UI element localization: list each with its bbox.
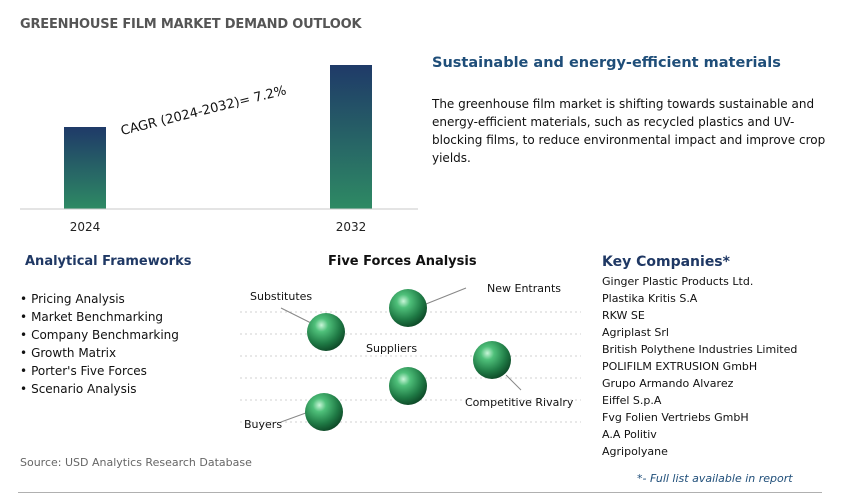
company-item: A.A Politiv: [602, 428, 657, 441]
company-item: Eiffel S.p.A: [602, 394, 662, 407]
framework-item: Pricing Analysis: [20, 290, 179, 308]
highlight-text: The greenhouse film market is shifting t…: [432, 97, 826, 165]
company-item: British Polythene Industries Limited: [602, 343, 798, 356]
five-forces-diagram: [240, 287, 581, 431]
company-item: Plastika Kritis S.A: [602, 292, 698, 305]
bar-group: [64, 65, 372, 209]
companies-list: Ginger Plastic Products Ltd. Plastika Kr…: [602, 273, 797, 460]
label-substitutes: Substitutes: [250, 290, 313, 303]
framework-item: Scenario Analysis: [20, 380, 179, 398]
bar-2024: [64, 127, 106, 209]
frameworks-title: Analytical Frameworks: [25, 254, 192, 269]
demand-bar-chart: 2024 2032: [20, 65, 418, 234]
company-item: Agriplast Srl: [602, 326, 669, 339]
buyers-sphere: [305, 393, 343, 431]
framework-item: Growth Matrix: [20, 344, 179, 362]
companies-footnote: *- Full list available in report: [637, 472, 793, 485]
company-item: POLIFILM EXTRUSION GmbH: [602, 360, 758, 373]
companies-title: Key Companies*: [602, 254, 730, 270]
label-competitive-rivalry: Competitive Rivalry: [465, 396, 574, 409]
x-tick-label: 2024: [70, 220, 101, 234]
framework-item: Company Benchmarking: [20, 326, 179, 344]
highlight-title: Sustainable and energy-efficient materia…: [432, 55, 781, 71]
x-tick-label: 2032: [336, 220, 367, 234]
source-note: Source: USD Analytics Research Database: [20, 456, 252, 469]
x-tick-labels: 2024 2032: [70, 220, 367, 234]
substitutes-sphere: [307, 313, 345, 351]
frameworks-list: Pricing Analysis Market Benchmarking Com…: [20, 290, 179, 398]
five-forces-title: Five Forces Analysis: [328, 254, 477, 269]
company-item: Agripolyane: [602, 445, 668, 458]
label-buyers: Buyers: [244, 418, 283, 431]
framework-item: Market Benchmarking: [20, 308, 179, 326]
page-title: GREENHOUSE FILM MARKET DEMAND OUTLOOK: [20, 17, 362, 32]
suppliers-sphere: [389, 367, 427, 405]
company-item: RKW SE: [602, 309, 645, 322]
competitive-rivalry-sphere: [473, 341, 511, 379]
company-item: Fvg Folien Vertriebs GmbH: [602, 411, 749, 424]
company-item: Grupo Armando Alvarez: [602, 377, 734, 390]
bar-2032: [330, 65, 372, 209]
company-item: Ginger Plastic Products Ltd.: [602, 275, 754, 288]
framework-item: Porter's Five Forces: [20, 362, 179, 380]
bottom-divider: [18, 492, 822, 493]
label-new-entrants: New Entrants: [487, 282, 562, 295]
label-suppliers: Suppliers: [366, 342, 418, 355]
new-entrants-sphere: [389, 289, 427, 327]
